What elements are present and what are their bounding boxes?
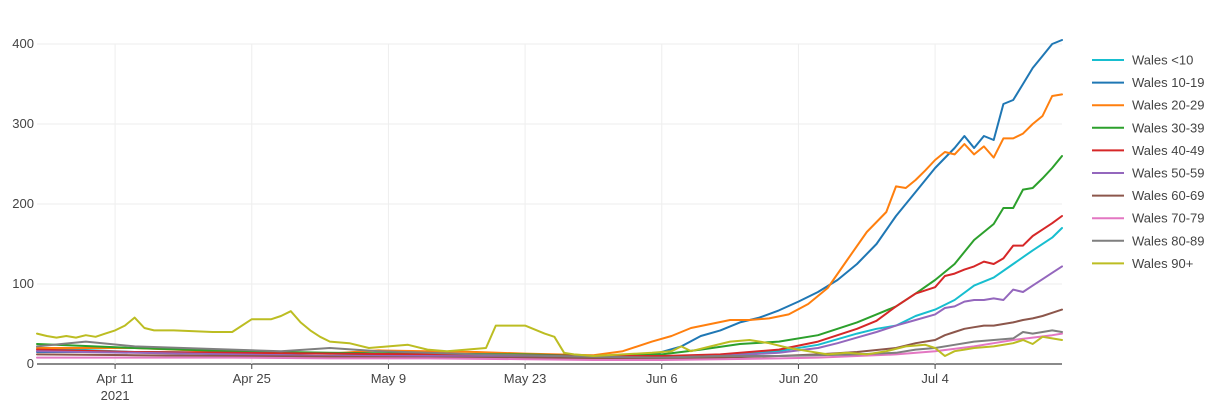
legend-label: Wales 50-59: [1132, 166, 1205, 181]
legend-item[interactable]: Wales 90+: [1092, 256, 1193, 271]
y-tick-label: 200: [12, 196, 34, 211]
legend-label: Wales 70-79: [1132, 211, 1205, 226]
legend-label: Wales 80-89: [1132, 233, 1205, 248]
x-tick-label: Jul 4: [921, 371, 948, 386]
y-tick-label: 400: [12, 36, 34, 51]
series-line-wales-90-: [36, 310, 1063, 357]
gridlines: [37, 43, 1062, 365]
legend-item[interactable]: Wales 60-69: [1092, 188, 1205, 203]
legend-item[interactable]: Wales 20-29: [1092, 98, 1205, 113]
legend-item[interactable]: Wales 50-59: [1092, 166, 1205, 181]
series-line-wales-10: [36, 227, 1063, 360]
series-line-wales-10-19: [36, 39, 1063, 358]
legend-item[interactable]: Wales 40-49: [1092, 143, 1205, 158]
legend-label: Wales 60-69: [1132, 188, 1205, 203]
x-tick-label: Jun 6: [646, 371, 678, 386]
legend-label: Wales 90+: [1132, 256, 1193, 271]
x-tick-label: May 23: [504, 371, 547, 386]
legend-label: Wales 40-49: [1132, 143, 1205, 158]
x-tick-sublabel: 2021: [101, 388, 130, 403]
x-tick-label: Apr 11: [96, 371, 133, 386]
y-tick-label: 300: [12, 116, 34, 131]
series-line-wales-70-79: [36, 332, 1063, 361]
x-axis-ticks: Apr 11 2021 Apr 25 May 9 May 23 Jun 6 Jun 20 Ju…: [96, 364, 949, 403]
series-line-wales-60-69: [36, 308, 1063, 360]
legend-item[interactable]: Wales <10: [1092, 53, 1193, 68]
legend-item[interactable]: Wales 10-19: [1092, 75, 1205, 90]
legend-item[interactable]: Wales 70-79: [1092, 211, 1205, 226]
legend-label: Wales 10-19: [1132, 75, 1205, 90]
y-tick-label: 0: [27, 356, 34, 371]
series-line-wales-20-29: [36, 93, 1063, 357]
y-tick-label: 100: [12, 276, 34, 291]
legend-label: Wales <10: [1132, 53, 1193, 68]
series-lines: [36, 39, 1063, 361]
x-tick-label: May 9: [371, 371, 406, 386]
legend-label: Wales 30-39: [1132, 120, 1205, 135]
y-axis-ticks: 0 100 200 300 400: [12, 36, 34, 371]
x-tick-label: Jun 20: [779, 371, 818, 386]
x-tick-label: Apr 25: [233, 371, 271, 386]
series-line-wales-80-89: [36, 329, 1063, 359]
legend-item[interactable]: Wales 80-89: [1092, 233, 1205, 248]
legend[interactable]: Wales <10 Wales 10-19 Wales 20-29 Wales 30-…: [1092, 53, 1205, 271]
legend-label: Wales 20-29: [1132, 98, 1205, 113]
legend-item[interactable]: Wales 30-39: [1092, 120, 1205, 135]
series-line-wales-50-59: [36, 265, 1063, 359]
